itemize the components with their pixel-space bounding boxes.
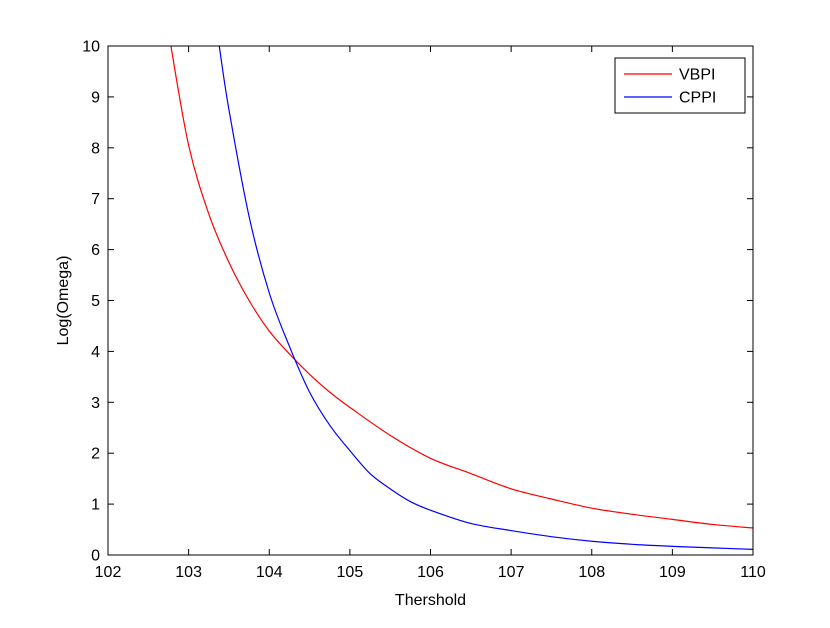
x-tick-label: 102 (95, 564, 122, 581)
legend-box (614, 57, 746, 114)
series-line-vbpi (170, 45, 754, 529)
y-tick-label: 5 (91, 293, 100, 310)
x-tick-label: 107 (498, 564, 525, 581)
y-tick-label: 0 (91, 548, 100, 565)
x-tick-label: 105 (337, 564, 364, 581)
y-tick-label: 2 (91, 446, 100, 463)
y-tick-label: 7 (91, 191, 100, 208)
y-tick-label: 6 (91, 242, 100, 259)
y-tick-label: 10 (82, 39, 100, 56)
y-tick-label: 4 (91, 344, 100, 361)
series-lines (170, 45, 754, 550)
legend-label-cppi: CPPI (679, 90, 716, 107)
y-tick-label: 8 (91, 140, 100, 157)
x-tick-label: 110 (740, 564, 766, 581)
tick-labels: 102 103 104 105 106 107 108 109 110 0 1 2 3 4 5 6 7 8 9 10 (82, 39, 766, 582)
y-tick-label: 3 (91, 395, 100, 412)
plot-frame (107, 45, 754, 556)
x-tick-label: 104 (256, 564, 283, 581)
x-tick-label: 106 (417, 564, 444, 581)
x-tick-label: 109 (659, 564, 686, 581)
y-tick-label: 1 (91, 497, 100, 514)
series-line-cppi (218, 45, 754, 550)
y-tick-label: 9 (91, 89, 100, 106)
legend: VBPI CPPI (614, 57, 746, 114)
x-tick-label: 103 (175, 564, 202, 581)
y-axis-title: Log(Omega) (55, 256, 72, 346)
legend-label-vbpi: VBPI (679, 67, 715, 84)
x-tick-label: 108 (578, 564, 605, 581)
x-axis-title: Thershold (395, 592, 466, 609)
